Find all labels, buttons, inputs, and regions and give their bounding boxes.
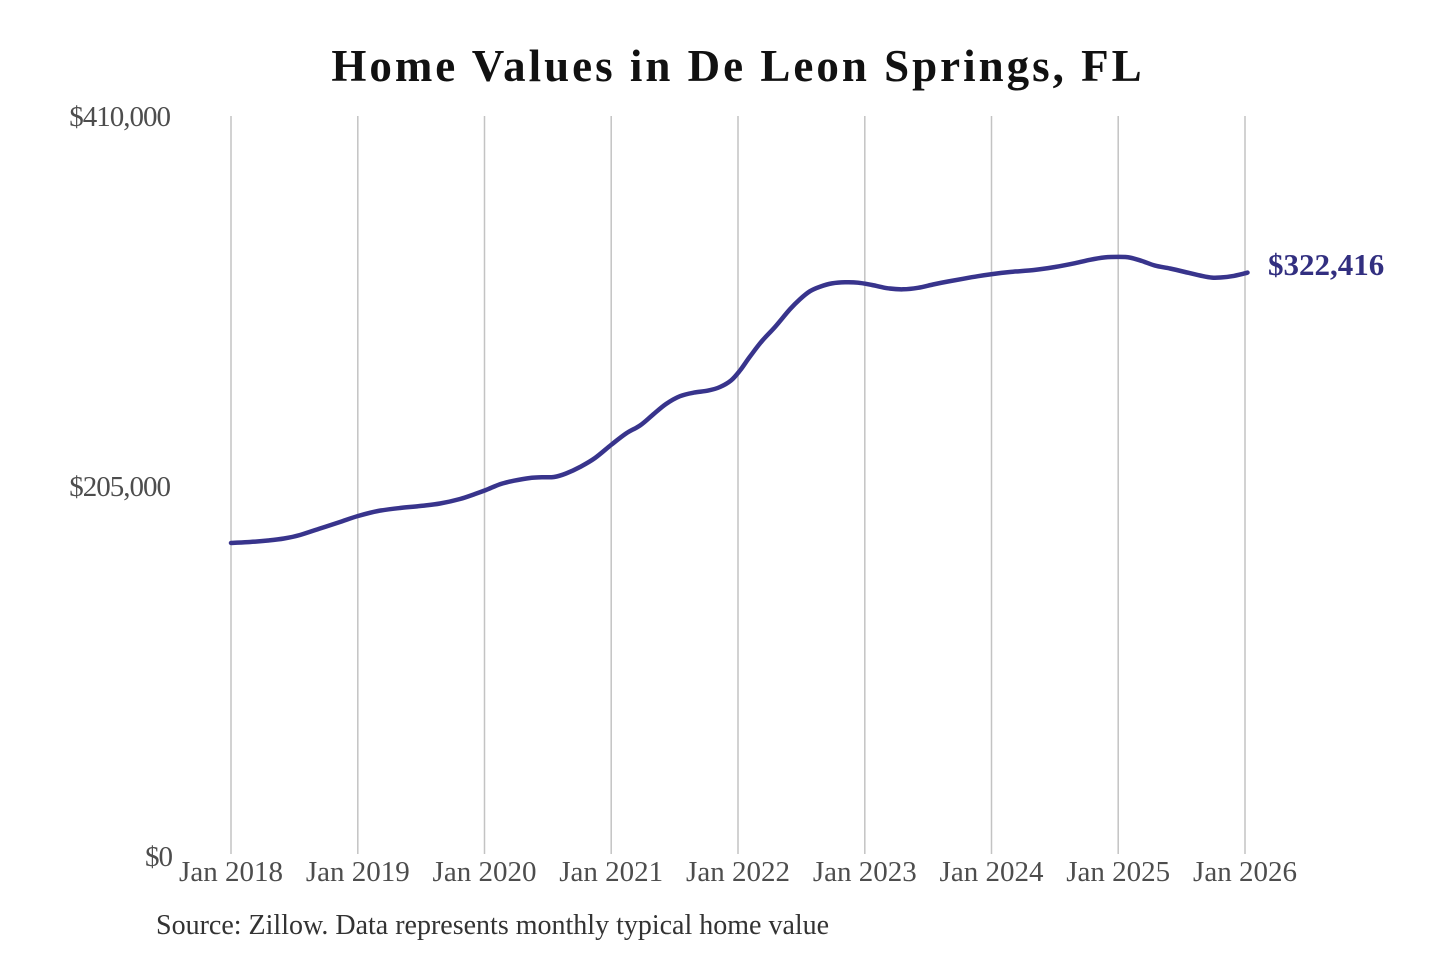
svg-text:$410,000: $410,000 — [69, 101, 170, 133]
svg-text:Source: Zillow. Data represent: Source: Zillow. Data represents monthly … — [156, 910, 829, 941]
svg-text:$205,000: $205,000 — [69, 471, 170, 503]
svg-text:Jan 2020: Jan 2020 — [433, 856, 537, 888]
svg-text:Jan 2026: Jan 2026 — [1193, 856, 1297, 888]
svg-text:Jan 2021: Jan 2021 — [559, 856, 663, 888]
svg-text:Home Values in De Leon Springs: Home Values in De Leon Springs, FL — [331, 41, 1144, 91]
svg-text:Jan 2024: Jan 2024 — [940, 856, 1044, 888]
svg-text:Jan 2023: Jan 2023 — [813, 856, 917, 888]
svg-text:$0: $0 — [145, 841, 173, 873]
svg-text:Jan 2022: Jan 2022 — [686, 856, 790, 888]
svg-text:$322,416: $322,416 — [1268, 247, 1384, 282]
svg-text:Jan 2025: Jan 2025 — [1066, 856, 1170, 888]
svg-text:Jan 2019: Jan 2019 — [306, 856, 410, 888]
svg-text:Jan 2018: Jan 2018 — [179, 856, 283, 888]
